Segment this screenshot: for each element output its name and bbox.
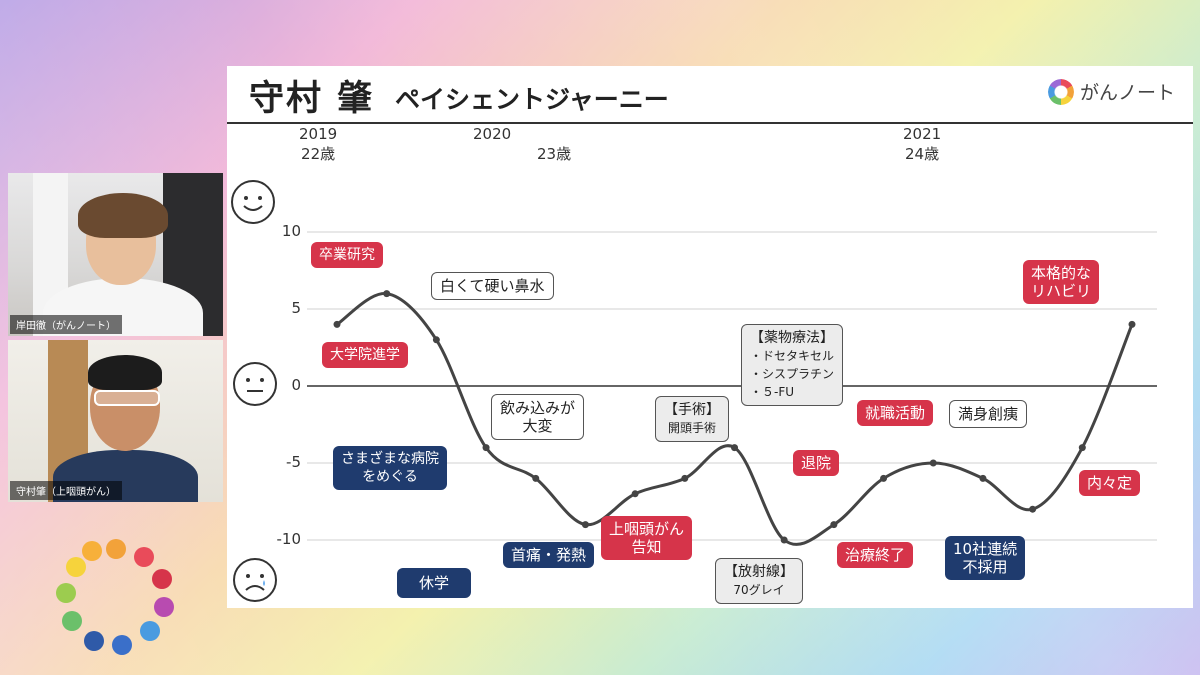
data-point [830,521,838,529]
data-point [1128,320,1136,328]
gannote-logo-ring [56,539,174,655]
y-tick-label: -10 [276,530,302,548]
person-hair [88,355,162,390]
journey-points [333,290,1136,544]
callout-surgery: 【手術】 開頭手術 [655,396,729,442]
data-point [333,320,341,328]
callout-rehabilitation: 本格的な リハビリ [1023,260,1100,304]
y-tick-label: 10 [281,222,301,240]
data-point [383,290,391,298]
journey-slide: 守村 肇 ペイシェントジャーニー がんノート 2019 22歳 2020 23歳 … [227,66,1193,608]
slide-title-name: 守村 肇 [249,79,375,119]
data-point [780,536,788,544]
callout-neck-pain-fever: 首痛・発熱 [503,542,595,568]
y-tick-label: 0 [291,376,301,394]
year-label: 2019 22歳 [299,125,338,163]
callout-job-offer: 内々定 [1079,470,1141,496]
slide-title-sub: ペイシェントジャーニー [395,85,669,114]
data-point [1078,444,1086,452]
data-point [482,444,490,452]
data-point [979,474,987,482]
brand-name: がんノート [1079,82,1175,104]
data-point [731,444,738,452]
data-point [1029,505,1037,513]
callout-treatment-end: 治療終了 [837,542,914,568]
y-tick-label: -5 [286,453,301,471]
y-tick-label: 5 [291,299,301,317]
sad-face-icon [233,558,277,602]
callout-graduation-research: 卒業研究 [311,242,383,268]
data-point [929,459,937,467]
participant-name-label: 岸田徹（がんノート） [10,315,122,334]
slide-header: 守村 肇 ペイシェントジャーニー がんノート [227,66,1193,124]
callout-discharge: 退院 [793,450,840,476]
journey-line-chart [307,231,1157,546]
year-label: 2021 [903,125,942,143]
age-label: 24歳 [905,145,940,163]
callout-hospitals: さまざまな病院 をめぐる [333,446,447,490]
callout-job-hunting: 就職活動 [857,400,934,426]
callout-grad-school: 大学院進学 [322,342,408,368]
brand: がんノート [1047,78,1175,105]
callout-rejections: 10社連続 不採用 [945,536,1026,580]
video-tile-guest[interactable]: 守村肇（上咽頭がん） [8,340,223,502]
data-point [581,521,589,529]
data-point [432,336,440,344]
callout-radiation: 【放射線】 70グレイ [715,558,803,604]
callout-cancer-diagnosis: 上咽頭がん 告知 [601,516,693,560]
happy-face-icon [231,180,275,224]
person-hair [78,193,168,238]
callout-chemotherapy: 【薬物療法】 ・ドセタキセル ・シスプラチン ・５-FU [741,324,844,406]
data-point [880,474,888,482]
glasses [94,390,160,406]
callout-swallowing: 飲み込みが 大変 [491,394,585,440]
neutral-face-icon [233,362,277,406]
callout-nasal-discharge: 白くて硬い鼻水 [431,272,554,300]
brand-logo-icon [1047,78,1074,105]
data-point [681,474,689,482]
chart-gridlines [307,231,1157,541]
video-tile-host[interactable]: 岸田徹（がんノート） [8,173,223,336]
participant-name-label: 守村肇（上咽頭がん） [10,481,122,500]
data-point [631,490,639,498]
data-point [532,474,540,482]
year-label: 2020 [473,125,512,143]
callout-exhausted: 満身創痍 [949,400,1028,428]
age-label: 23歳 [537,145,572,163]
callout-leave-of-absence: 休学 [397,568,472,598]
